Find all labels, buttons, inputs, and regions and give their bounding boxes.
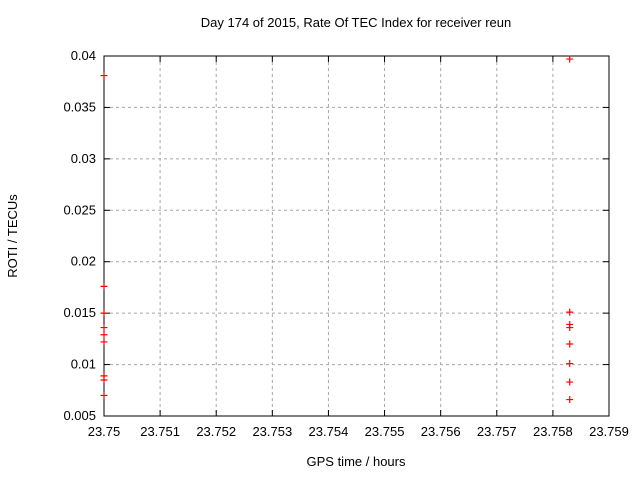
chart-title: Day 174 of 2015, Rate Of TEC Index for r…: [201, 15, 511, 30]
scatter-point-plus: [100, 324, 108, 332]
svg-text:0.03: 0.03: [71, 151, 96, 166]
scatter-point-plus: [100, 376, 108, 384]
svg-text:0.02: 0.02: [71, 254, 96, 269]
svg-text:23.758: 23.758: [533, 424, 573, 439]
data-points: [100, 55, 574, 404]
scatter-point-plus: [566, 55, 574, 63]
scatter-point-plus: [566, 360, 574, 368]
scatter-point-plus: [100, 391, 108, 399]
svg-text:0.015: 0.015: [63, 305, 96, 320]
gridlines: [104, 56, 609, 416]
svg-text:0.025: 0.025: [63, 202, 96, 217]
tick-labels: 23.75 23.751 23.752 23.753 23.754 23.755 23.75…: [63, 48, 628, 439]
svg-text:0.035: 0.035: [63, 99, 96, 114]
svg-text:23.757: 23.757: [477, 424, 517, 439]
scatter-point-plus: [100, 72, 108, 80]
svg-text:0.01: 0.01: [71, 357, 96, 372]
scatter-point-plus: [566, 324, 574, 332]
svg-text:23.753: 23.753: [252, 424, 292, 439]
svg-text:23.754: 23.754: [309, 424, 349, 439]
axis-ticks: [103, 55, 610, 417]
scatter-point-plus: [100, 309, 108, 317]
svg-text:23.755: 23.755: [365, 424, 405, 439]
scatter-point-plus: [100, 282, 108, 290]
scatter-point-plus: [566, 308, 574, 316]
plot-border: [103, 55, 610, 417]
scatter-point-plus: [566, 378, 574, 386]
scatter-point-plus: [566, 340, 574, 348]
y-axis-label: ROTI / TECUs: [5, 194, 20, 278]
svg-text:23.759: 23.759: [589, 424, 629, 439]
x-axis-label: GPS time / hours: [307, 454, 406, 469]
svg-text:0.005: 0.005: [63, 408, 96, 423]
scatter-point-plus: [100, 331, 108, 339]
svg-text:23.752: 23.752: [196, 424, 236, 439]
svg-text:23.756: 23.756: [421, 424, 461, 439]
scatter-point-plus: [100, 338, 108, 346]
svg-text:23.75: 23.75: [88, 424, 121, 439]
svg-text:0.04: 0.04: [71, 48, 96, 63]
svg-text:23.751: 23.751: [140, 424, 180, 439]
scatter-point-plus: [566, 396, 574, 404]
